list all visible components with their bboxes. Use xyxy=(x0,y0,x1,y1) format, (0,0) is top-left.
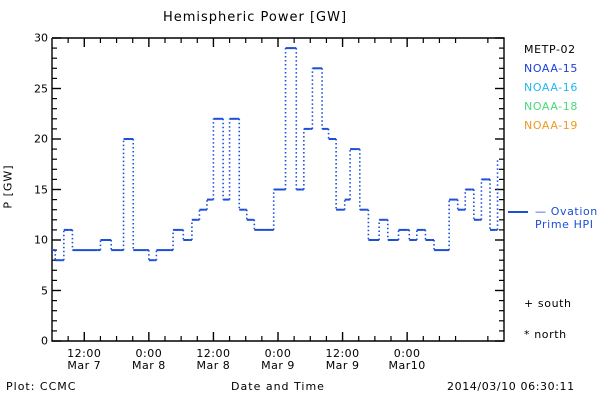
x-axis-tick-label: 12:00 Mar 7 xyxy=(67,347,102,372)
y-axis-tick-label: 20 xyxy=(34,132,48,146)
ovation-legend-line2: Prime HPI xyxy=(535,218,594,231)
legend-marker-south: + south xyxy=(524,297,572,310)
data-series-layer xyxy=(52,47,499,262)
legend-item-noaa-18: NOAA-18 xyxy=(524,100,578,113)
plot-timestamp: 2014/03/10 06:30:11 xyxy=(447,380,575,393)
y-axis-tick-label: 25 xyxy=(34,82,48,95)
x-axis-tick-label: 12:00 Mar 8 xyxy=(196,347,231,372)
chart-title: Hemispheric Power [GW] xyxy=(162,10,348,25)
x-axis-label: Date and Time xyxy=(231,380,325,393)
y-axis-tick-label: 15 xyxy=(34,183,48,196)
ovation-legend-label: — Ovation Prime HPI xyxy=(535,205,598,231)
ovation-legend-line1: — Ovation xyxy=(535,205,598,218)
plot-credit: Plot: CCMC xyxy=(6,380,77,393)
legend-item-metp-02: METP-02 xyxy=(524,43,576,56)
y-axis-tick-label: 0 xyxy=(41,334,48,348)
y-axis-tick-label: 5 xyxy=(41,284,48,297)
x-axis-ticks xyxy=(67,38,489,341)
ovation-legend-line xyxy=(508,211,528,213)
x-axis-tick-label: 0:00 Mar10 xyxy=(388,347,426,372)
y-axis-ticks xyxy=(52,37,504,342)
legend-item-noaa-15: NOAA-15 xyxy=(524,62,578,75)
legend-item-noaa-19: NOAA-19 xyxy=(524,119,578,132)
x-axis-tick-label: 0:00 Mar 9 xyxy=(261,347,295,372)
legend-item-noaa-16: NOAA-16 xyxy=(524,81,578,94)
y-axis-tick-labels: 0 5 10 15 20 25 30 xyxy=(18,0,48,400)
y-axis-tick-label: 10 xyxy=(34,233,48,247)
x-axis-tick-label: 0:00 Mar 8 xyxy=(131,347,166,372)
x-axis-tick-label: 12:00 Mar 9 xyxy=(325,347,360,372)
y-axis-tick-label: 30 xyxy=(34,31,48,45)
legend-marker-north: * north xyxy=(524,328,567,341)
